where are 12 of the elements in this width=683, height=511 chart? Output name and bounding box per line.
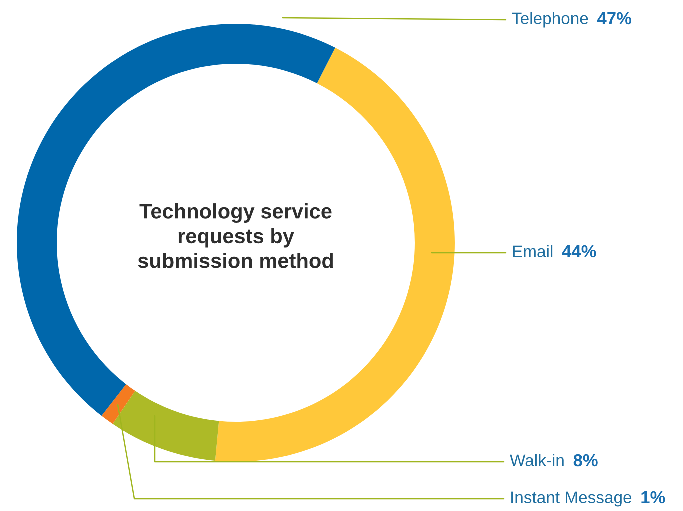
data-label: 47% (598, 12, 632, 25)
slice-label: Instant Message (512, 492, 632, 507)
donut-slice (102, 384, 136, 424)
data-label: 44% (562, 245, 596, 258)
slice-label: Walk-in (510, 454, 564, 466)
donut-slice (112, 391, 220, 462)
data-label: 8% (574, 454, 598, 467)
data-label: 1% (642, 491, 666, 504)
slice-label: Telephone (512, 12, 588, 28)
donut-slice (17, 24, 336, 416)
text: Technology service requests by submission method (138, 204, 334, 268)
slice-label: Email (513, 245, 553, 258)
